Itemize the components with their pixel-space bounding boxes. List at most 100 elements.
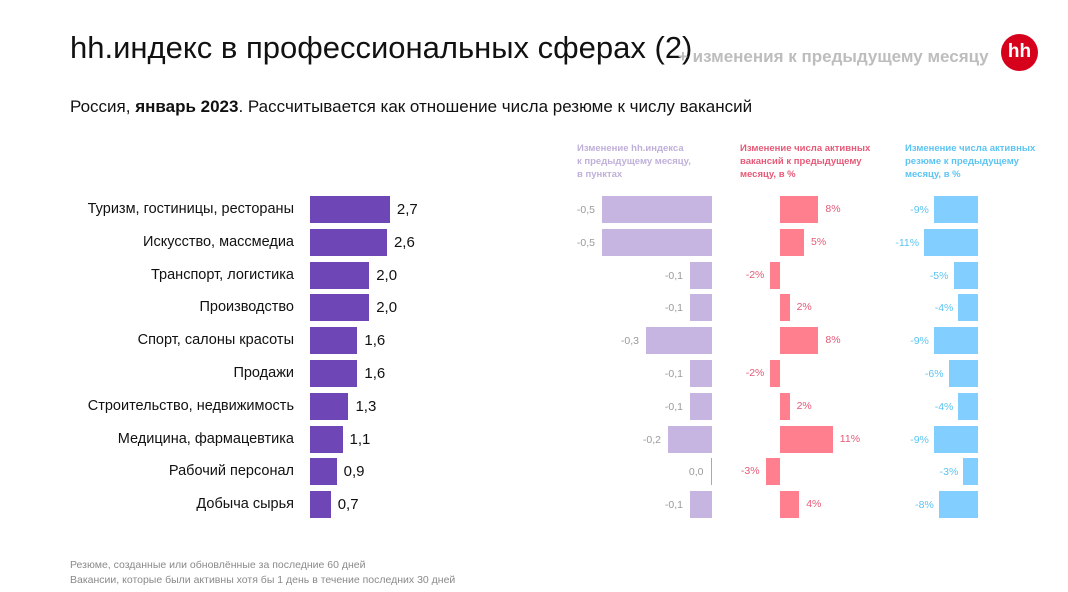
index-value-label: 2,7	[396, 201, 418, 218]
resumes-change-bar	[958, 392, 978, 420]
index-change-bar	[690, 294, 712, 322]
resumes-change-label: -4%	[934, 400, 954, 413]
vacancies-change-bar	[780, 196, 819, 223]
category-label: Рабочий персонал	[168, 463, 294, 480]
hh-logo: hh	[1001, 34, 1038, 71]
resumes-change-label: -6%	[924, 368, 944, 380]
category-label: Спорт, салоны красоты	[137, 332, 294, 349]
index-change-label: 0,0	[688, 466, 704, 479]
subtitle-prefix: Россия,	[70, 97, 136, 116]
vacancies-change-bar	[780, 228, 804, 256]
category-label: Продажи	[233, 365, 294, 381]
index-change-bar	[690, 360, 712, 387]
page-title: hh.индекс в профессиональных сферах (2)	[70, 30, 693, 65]
index-value-label: 2,0	[376, 299, 398, 317]
subtitle: Россия, январь 2023. Рассчитывается как …	[70, 97, 752, 117]
vacancies-change-bar	[780, 491, 800, 519]
index-change-bar	[710, 458, 712, 486]
index-change-label: -0,2	[642, 433, 661, 446]
vacancies-change-bar	[780, 327, 819, 355]
resumes-change-label: -9%	[910, 204, 929, 216]
category-label: Медицина, фармацевтика	[117, 430, 294, 447]
index-bar	[310, 294, 370, 322]
resumes-change-bar	[958, 294, 978, 322]
resumes-change-bar	[933, 327, 978, 355]
resumes-change-bar	[953, 261, 978, 289]
vacancies-change-label: 5%	[811, 235, 827, 248]
resumes-change-label: -9%	[910, 433, 929, 446]
resumes-change-bar	[924, 228, 978, 256]
index-bar	[310, 261, 370, 289]
index-bar	[310, 392, 349, 420]
category-label: Туризм, гостиницы, рестораны	[87, 201, 294, 217]
resumes-change-bar	[948, 360, 978, 387]
title-extra: + изменения к предыдущему месяцу	[678, 47, 989, 66]
vacancies-change-bar	[770, 360, 780, 387]
column-header-2: Изменение числа активных вакансий к преды…	[740, 142, 890, 181]
index-bar	[310, 360, 358, 387]
footnote-resumes: Резюме, созданные или обновлённые за пос…	[70, 559, 366, 571]
index-change-bar	[668, 425, 712, 453]
index-change-label: -0,1	[664, 400, 683, 413]
vacancies-change-label: 11%	[839, 432, 861, 445]
vacancies-change-bar	[780, 425, 833, 453]
index-change-label: -0,1	[664, 499, 683, 512]
index-bar	[310, 491, 331, 519]
category-label: Строительство, недвижимость	[87, 397, 294, 414]
index-change-bar	[690, 261, 712, 289]
index-bar	[310, 196, 390, 223]
index-bar	[310, 327, 358, 355]
index-change-label: -0,5	[576, 204, 595, 216]
index-bar	[310, 458, 337, 486]
index-change-bar	[602, 228, 712, 256]
column-header-line: Изменение hh.индекса	[577, 143, 684, 154]
vacancies-change-label: -2%	[745, 367, 765, 379]
vacancies-change-label: 2%	[796, 399, 812, 412]
column-header-line: к предыдущему месяцу,	[577, 156, 691, 167]
resumes-change-bar	[933, 425, 978, 453]
index-bar	[310, 228, 387, 256]
index-change-bar	[690, 392, 712, 420]
index-value-label: 1,1	[349, 430, 371, 448]
resumes-change-label: -3%	[939, 466, 959, 479]
column-header-line: Изменение числа активных	[905, 143, 1036, 154]
subtitle-period: январь 2023	[135, 97, 239, 116]
column-header-line: вакансий к предыдущему	[740, 156, 862, 167]
column-header-3: Изменение числа активных резюме к предыду…	[905, 142, 1055, 181]
category-label: Транспорт, логистика	[151, 266, 294, 283]
column-header-line: в пунктах	[577, 169, 623, 180]
column-header-line: резюме к предыдущему	[905, 156, 1019, 167]
index-value-label: 1,3	[355, 397, 377, 415]
resumes-change-label: -8%	[915, 499, 934, 512]
vacancies-change-bar	[770, 261, 780, 289]
vacancies-change-bar	[780, 294, 790, 322]
column-header-line: Изменение числа активных	[740, 143, 871, 154]
column-header-line: месяцу, в %	[740, 169, 796, 180]
index-value-label: 0,9	[343, 463, 365, 481]
category-label: Производство	[199, 299, 294, 316]
index-value-label: 0,7	[337, 496, 359, 514]
index-change-bar	[602, 196, 712, 223]
resumes-change-bar	[933, 196, 978, 223]
category-label: Добыча сырья	[196, 496, 294, 513]
index-change-label: -0,5	[576, 236, 595, 249]
index-change-label: -0,1	[664, 368, 683, 380]
resumes-change-label: -11%	[895, 236, 920, 249]
vacancies-change-label: -2%	[745, 268, 765, 281]
resumes-change-label: -5%	[929, 269, 949, 282]
vacancies-change-bar	[765, 458, 780, 486]
index-change-label: -0,1	[664, 269, 683, 282]
vacancies-change-bar	[780, 392, 790, 420]
vacancies-change-label: -3%	[740, 465, 760, 478]
vacancies-change-label: 2%	[796, 301, 812, 314]
index-change-bar	[646, 327, 712, 355]
vacancies-change-label: 8%	[825, 334, 841, 347]
index-change-bar	[690, 491, 712, 519]
index-value-label: 1,6	[364, 332, 386, 350]
subtitle-rest: . Рассчитывается как отношение числа рез…	[238, 97, 753, 116]
vacancies-change-label: 8%	[825, 203, 841, 215]
resumes-change-label: -4%	[934, 302, 954, 315]
vacancies-change-label: 4%	[806, 498, 822, 511]
column-header-line: месяцу, в %	[905, 169, 961, 180]
index-value-label: 2,6	[393, 233, 415, 251]
